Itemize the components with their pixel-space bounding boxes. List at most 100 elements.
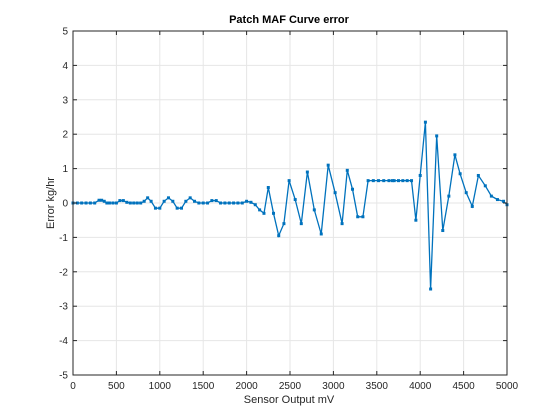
data-point (193, 199, 197, 203)
y-tick-label: -2 (59, 267, 68, 278)
data-point (361, 215, 365, 219)
y-tick-label: 5 (62, 27, 68, 38)
data-point (305, 170, 309, 174)
x-tick-label: 1500 (192, 381, 215, 392)
x-axis-title: Sensor Output mV (244, 394, 335, 406)
data-point (397, 179, 400, 183)
data-point (139, 201, 143, 205)
data-point (214, 199, 218, 203)
data-point (483, 184, 487, 188)
data-point (272, 211, 276, 215)
x-tick-label: 5000 (496, 381, 519, 392)
y-tick-label: -3 (59, 302, 68, 313)
data-point (93, 201, 97, 205)
data-point (175, 206, 179, 210)
data-point (287, 179, 291, 183)
data-point (333, 191, 337, 195)
data-point (121, 199, 125, 203)
data-point (464, 191, 468, 195)
data-point (340, 222, 344, 226)
data-point (114, 201, 118, 205)
data-point (441, 229, 445, 233)
data-point (153, 206, 157, 210)
data-point (502, 199, 506, 203)
data-point (495, 198, 499, 202)
data-point (84, 201, 88, 205)
data-point (470, 204, 474, 208)
data-point (227, 201, 231, 205)
y-tick-label: 3 (62, 95, 68, 106)
x-tick-label: 2500 (279, 381, 302, 392)
data-point (345, 168, 349, 172)
data-point (392, 179, 396, 183)
tick-labels: 0 500 1000 1500 2000 2500 3000 3500 4000 4500 5000… (59, 27, 518, 393)
data-point (319, 232, 323, 236)
data-point (326, 163, 330, 167)
data-point (410, 179, 414, 183)
data-point (312, 208, 316, 212)
data-point (447, 194, 451, 198)
series-line-layer (71, 120, 509, 291)
y-axis-title: Error kg/hr (45, 177, 57, 229)
y-tick-label: 2 (62, 130, 68, 141)
data-point (258, 208, 262, 212)
data-point (489, 194, 493, 198)
data-point (293, 198, 297, 202)
x-tick-label: 3000 (322, 381, 345, 392)
data-point (429, 287, 433, 291)
data-point (382, 179, 386, 183)
data-point (453, 153, 457, 157)
data-point (125, 200, 129, 204)
y-tick-label: -4 (59, 336, 68, 347)
y-tick-label: 0 (62, 199, 68, 210)
data-point (197, 201, 201, 205)
data-point (277, 234, 281, 238)
data-point (245, 199, 249, 203)
data-point (356, 215, 360, 219)
y-tick-label: -5 (59, 371, 68, 382)
data-point (158, 206, 162, 210)
x-tick-label: 0 (70, 381, 76, 392)
x-tick-label: 2000 (235, 381, 258, 392)
data-point (240, 201, 244, 205)
data-point (135, 201, 139, 205)
data-point (201, 201, 205, 205)
data-point (377, 179, 381, 183)
data-point (414, 218, 418, 222)
data-point (149, 199, 153, 203)
x-tick-label: 4500 (452, 381, 475, 392)
data-point (162, 199, 166, 203)
data-point (236, 201, 240, 205)
data-point (146, 196, 150, 200)
data-point (80, 201, 84, 205)
data-point (387, 179, 391, 183)
data-point (299, 222, 303, 226)
data-point (107, 201, 111, 205)
data-point (166, 196, 170, 200)
data-point (390, 179, 394, 183)
data-point (188, 196, 192, 200)
data-point (102, 199, 106, 203)
data-point (111, 201, 115, 205)
data-point (171, 199, 175, 203)
x-tick-label: 500 (108, 381, 125, 392)
data-point (249, 200, 253, 204)
data-point (366, 179, 370, 183)
data-point (476, 173, 480, 177)
data-point (435, 134, 439, 138)
data-point (350, 187, 354, 191)
data-point (128, 201, 132, 205)
y-tick-label: 1 (62, 164, 68, 175)
data-point (88, 201, 92, 205)
data-point (132, 201, 136, 205)
axes-layer (72, 30, 508, 376)
data-point (100, 198, 104, 202)
chart-title: Patch MAF Curve error (229, 14, 350, 26)
data-point (262, 211, 266, 215)
x-tick-label: 3500 (366, 381, 389, 392)
data-point (253, 203, 257, 207)
data-point (184, 199, 188, 203)
data-point (118, 199, 122, 203)
